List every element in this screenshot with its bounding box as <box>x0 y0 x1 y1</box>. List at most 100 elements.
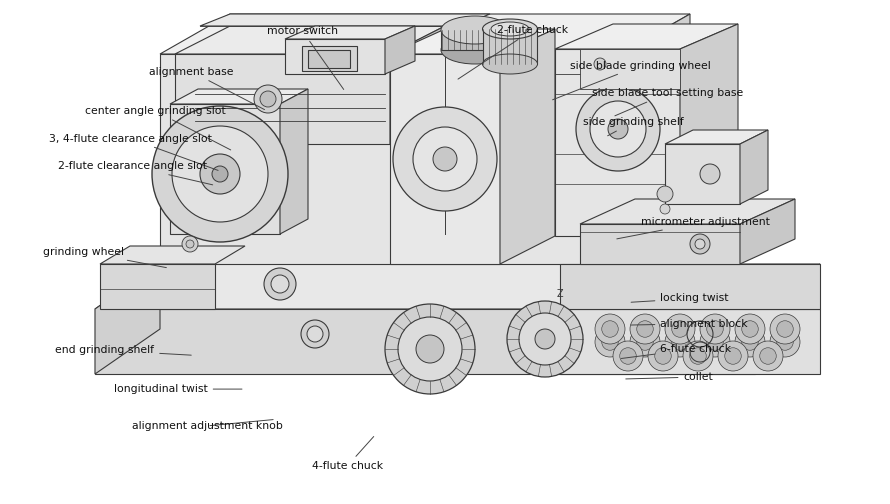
Polygon shape <box>175 26 445 54</box>
Text: locking twist: locking twist <box>631 293 729 303</box>
Circle shape <box>735 327 765 357</box>
Circle shape <box>433 147 457 171</box>
Circle shape <box>777 334 793 350</box>
Polygon shape <box>200 14 490 26</box>
Circle shape <box>707 321 724 337</box>
Circle shape <box>519 313 571 365</box>
Circle shape <box>307 326 323 342</box>
Circle shape <box>683 341 713 371</box>
Polygon shape <box>95 309 755 374</box>
Polygon shape <box>560 264 820 309</box>
Circle shape <box>507 301 583 377</box>
Circle shape <box>602 334 619 350</box>
Circle shape <box>636 52 660 76</box>
Ellipse shape <box>441 36 509 64</box>
Circle shape <box>700 164 720 184</box>
Circle shape <box>200 154 240 194</box>
Polygon shape <box>740 130 768 204</box>
Polygon shape <box>170 89 308 104</box>
Circle shape <box>301 320 329 348</box>
Polygon shape <box>555 49 680 236</box>
Ellipse shape <box>482 19 538 39</box>
Circle shape <box>753 341 783 371</box>
Circle shape <box>777 321 793 337</box>
Polygon shape <box>580 49 680 89</box>
Circle shape <box>590 101 646 157</box>
Circle shape <box>271 275 289 293</box>
Circle shape <box>672 334 688 350</box>
Circle shape <box>172 126 268 222</box>
Bar <box>308 50 350 68</box>
Circle shape <box>770 327 800 357</box>
Circle shape <box>636 334 653 350</box>
Text: micrometer adjustment: micrometer adjustment <box>617 217 770 239</box>
Polygon shape <box>620 14 690 264</box>
Ellipse shape <box>482 54 538 74</box>
Polygon shape <box>555 24 738 49</box>
Text: 2-flute chuck: 2-flute chuck <box>458 25 568 79</box>
Text: side blade tool setting base: side blade tool setting base <box>592 88 743 116</box>
Polygon shape <box>170 104 280 234</box>
Circle shape <box>735 314 765 344</box>
Text: longitudinal twist: longitudinal twist <box>114 384 242 394</box>
Circle shape <box>416 335 444 363</box>
Circle shape <box>254 85 282 113</box>
Circle shape <box>535 329 555 349</box>
Polygon shape <box>665 130 768 144</box>
Polygon shape <box>160 14 690 54</box>
Circle shape <box>619 348 636 364</box>
Polygon shape <box>175 54 390 144</box>
Circle shape <box>665 314 695 344</box>
Ellipse shape <box>491 22 529 36</box>
Circle shape <box>700 327 730 357</box>
Text: alignment adjustment knob: alignment adjustment knob <box>132 420 283 431</box>
Polygon shape <box>580 224 740 264</box>
Circle shape <box>212 166 228 182</box>
Text: end grinding shelf: end grinding shelf <box>55 345 191 355</box>
Circle shape <box>613 341 643 371</box>
Circle shape <box>595 314 625 344</box>
Polygon shape <box>580 199 795 224</box>
Circle shape <box>657 186 673 202</box>
Polygon shape <box>665 144 740 204</box>
Circle shape <box>576 87 660 171</box>
Circle shape <box>690 234 710 254</box>
Circle shape <box>594 58 606 70</box>
Text: Z: Z <box>556 289 563 299</box>
Ellipse shape <box>441 16 509 44</box>
Circle shape <box>385 304 475 394</box>
Text: grinding wheel: grinding wheel <box>43 247 166 268</box>
Polygon shape <box>755 264 820 374</box>
Bar <box>302 46 357 71</box>
Polygon shape <box>441 30 509 50</box>
Polygon shape <box>95 264 820 309</box>
Circle shape <box>636 321 653 337</box>
Circle shape <box>608 119 628 139</box>
Circle shape <box>182 236 198 252</box>
Text: side grinding shelf: side grinding shelf <box>583 117 684 136</box>
Polygon shape <box>100 246 245 264</box>
Circle shape <box>641 57 655 71</box>
Text: 2-flute clearance angle slot: 2-flute clearance angle slot <box>58 161 213 185</box>
Circle shape <box>665 327 695 357</box>
Circle shape <box>186 240 194 248</box>
Polygon shape <box>100 264 215 309</box>
Circle shape <box>695 239 705 249</box>
Circle shape <box>700 314 730 344</box>
Polygon shape <box>160 54 620 264</box>
Polygon shape <box>385 26 415 74</box>
Text: 3, 4-flute clearance angle slot: 3, 4-flute clearance angle slot <box>49 134 218 170</box>
Circle shape <box>398 317 462 381</box>
Polygon shape <box>390 26 445 144</box>
Circle shape <box>724 348 741 364</box>
Text: alignment base: alignment base <box>150 67 264 109</box>
Circle shape <box>655 348 671 364</box>
Circle shape <box>690 348 707 364</box>
Circle shape <box>260 91 276 107</box>
Circle shape <box>718 341 748 371</box>
Text: collet: collet <box>626 372 713 382</box>
Polygon shape <box>390 54 500 264</box>
Circle shape <box>264 268 296 300</box>
Circle shape <box>660 204 670 214</box>
Circle shape <box>770 314 800 344</box>
